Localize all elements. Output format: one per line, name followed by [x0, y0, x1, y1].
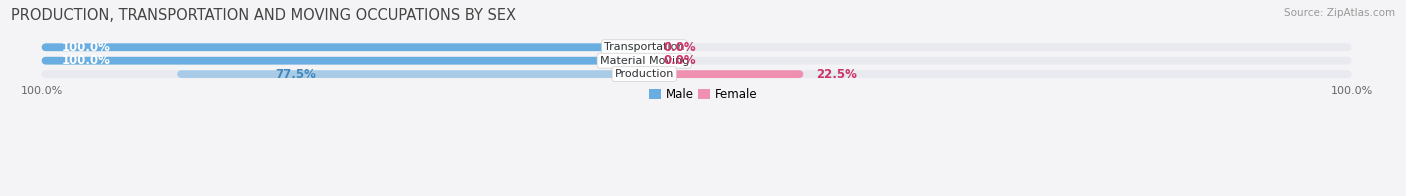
FancyBboxPatch shape — [644, 70, 803, 78]
FancyBboxPatch shape — [42, 57, 644, 65]
Text: 100.0%: 100.0% — [62, 54, 110, 67]
Text: 22.5%: 22.5% — [817, 68, 858, 81]
FancyBboxPatch shape — [42, 43, 644, 51]
Text: 100.0%: 100.0% — [62, 41, 110, 54]
Text: Material Moving: Material Moving — [599, 56, 689, 66]
Text: 77.5%: 77.5% — [276, 68, 316, 81]
Text: 0.0%: 0.0% — [664, 54, 696, 67]
FancyBboxPatch shape — [177, 70, 644, 78]
Text: Source: ZipAtlas.com: Source: ZipAtlas.com — [1284, 8, 1395, 18]
Text: Transportation: Transportation — [605, 42, 685, 52]
Text: 0.0%: 0.0% — [664, 41, 696, 54]
Text: Production: Production — [614, 69, 673, 79]
FancyBboxPatch shape — [42, 57, 1351, 65]
Legend: Male, Female: Male, Female — [644, 83, 762, 105]
Text: PRODUCTION, TRANSPORTATION AND MOVING OCCUPATIONS BY SEX: PRODUCTION, TRANSPORTATION AND MOVING OC… — [11, 8, 516, 23]
FancyBboxPatch shape — [42, 43, 1351, 51]
FancyBboxPatch shape — [42, 70, 1351, 78]
